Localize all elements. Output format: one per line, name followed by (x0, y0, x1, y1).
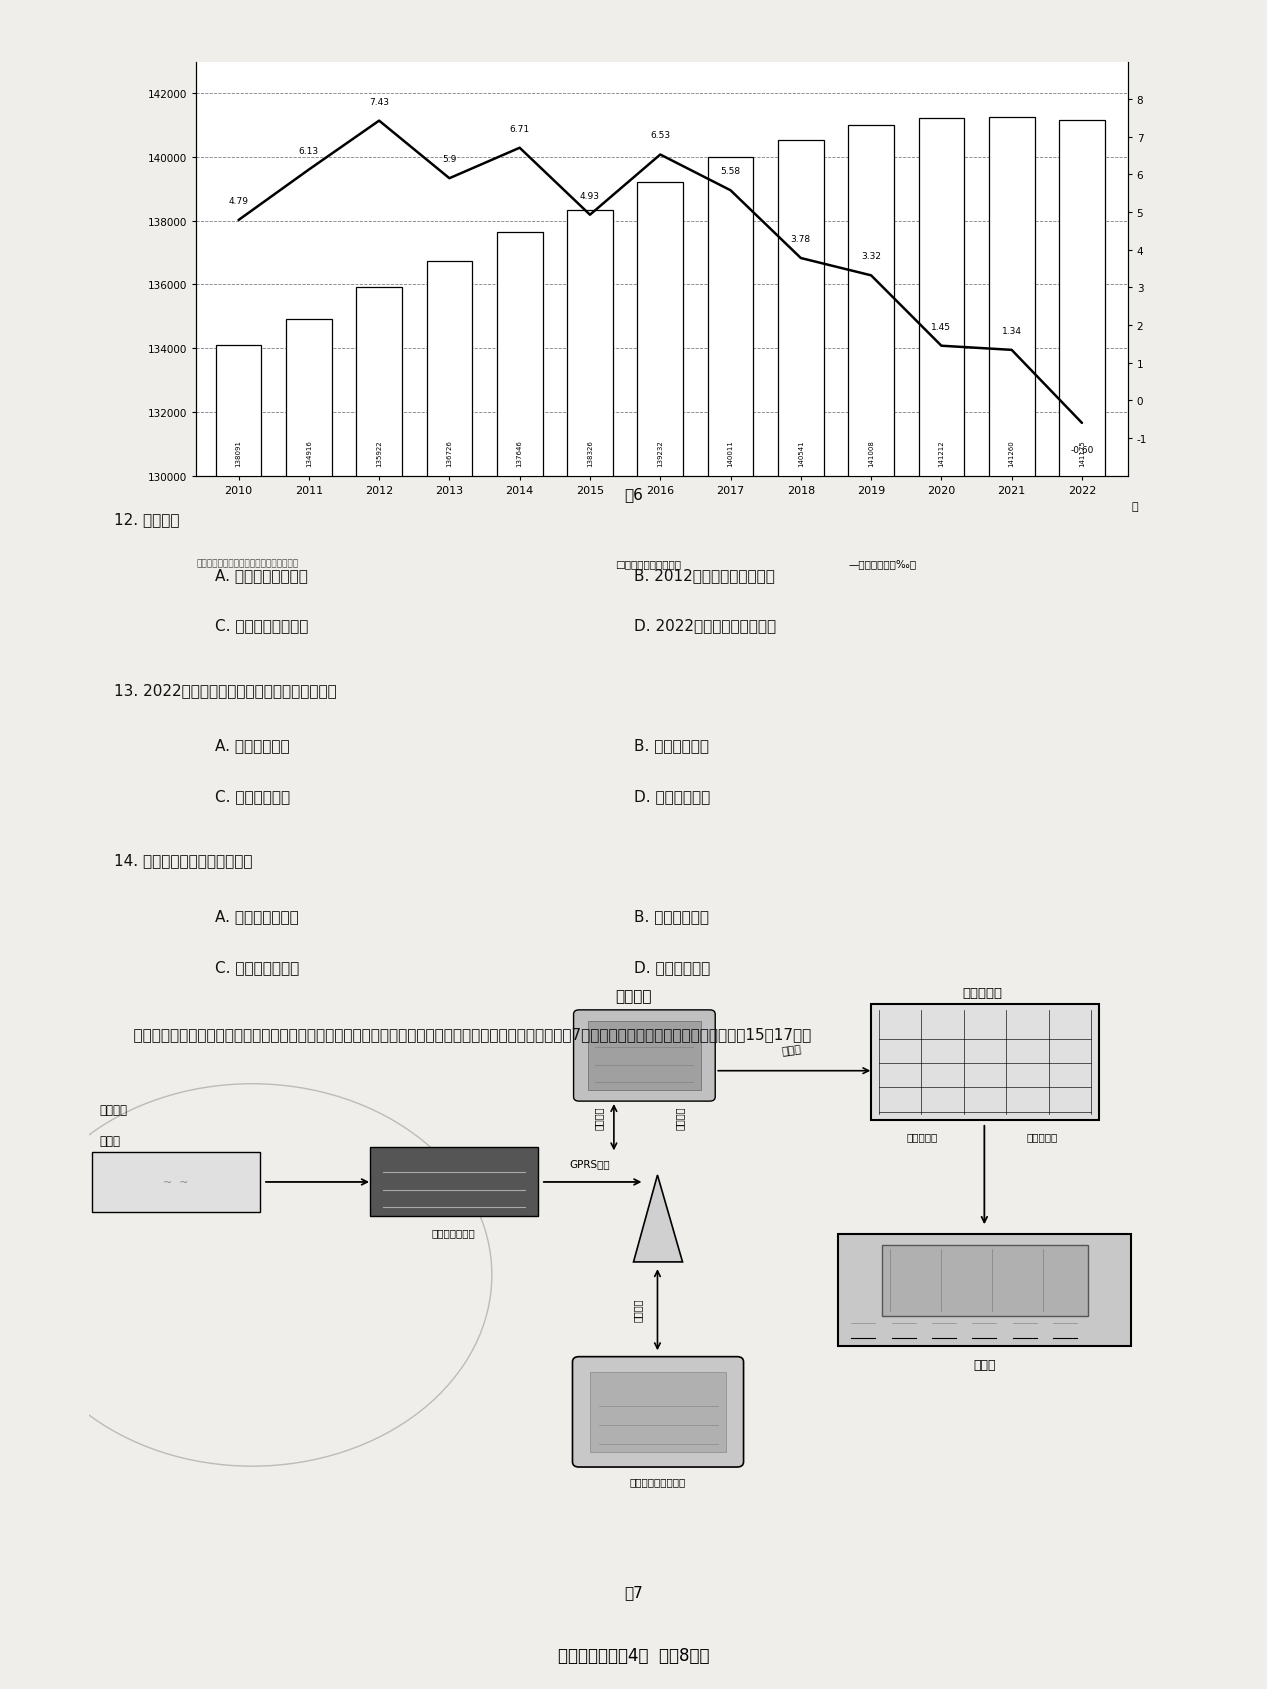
Text: -0.60: -0.60 (1071, 446, 1093, 456)
Text: 年: 年 (1131, 502, 1138, 512)
Text: B. 年龄结构优化: B. 年龄结构优化 (634, 909, 708, 924)
Text: 138091: 138091 (236, 439, 242, 466)
Text: 13. 2022年人口自然增长率为负値的主要原因是: 13. 2022年人口自然增长率为负値的主要原因是 (114, 682, 337, 698)
Text: D. 2022年人口性别比最合理: D. 2022年人口性别比最合理 (634, 618, 775, 633)
Polygon shape (634, 1176, 683, 1262)
Text: 141260: 141260 (1009, 441, 1015, 466)
Text: 12. 据图可知: 12. 据图可知 (114, 512, 180, 527)
Bar (497, 233, 542, 1689)
FancyBboxPatch shape (590, 1373, 726, 1453)
Text: 1.45: 1.45 (931, 323, 952, 331)
Bar (215, 346, 261, 1689)
Text: 134916: 134916 (305, 439, 312, 466)
FancyBboxPatch shape (573, 1356, 744, 1468)
Text: 137646: 137646 (517, 439, 523, 466)
Text: 3.78: 3.78 (791, 235, 811, 243)
Text: C. 育龄妇女减少: C. 育龄妇女减少 (215, 789, 290, 804)
Text: 图7: 图7 (625, 1584, 642, 1599)
Bar (1059, 120, 1105, 1689)
Text: 交互指令: 交互指令 (632, 1299, 642, 1322)
Text: 138326: 138326 (587, 439, 593, 466)
Text: 3.32: 3.32 (862, 252, 881, 262)
FancyBboxPatch shape (882, 1245, 1088, 1316)
Text: 增氧机: 增氧机 (973, 1358, 996, 1371)
Text: 数据交互: 数据交互 (594, 1106, 603, 1130)
Bar (849, 127, 895, 1689)
Text: 6.13: 6.13 (299, 147, 319, 155)
Bar (637, 182, 683, 1689)
Bar (988, 118, 1035, 1689)
Text: 采集器上传数据: 采集器上传数据 (432, 1228, 475, 1238)
Text: 启动增氧机: 启动增氧机 (907, 1132, 938, 1142)
Text: 140541: 140541 (798, 441, 803, 466)
Text: C. 环境承载力下降: C. 环境承载力下降 (215, 959, 299, 975)
Bar (778, 140, 824, 1689)
Bar (356, 287, 402, 1689)
Text: 4.79: 4.79 (228, 198, 248, 206)
Text: 高三地理试卷第4页  （共8页）: 高三地理试卷第4页 （共8页） (557, 1647, 710, 1664)
Text: 图6: 图6 (625, 486, 642, 502)
FancyBboxPatch shape (574, 1010, 715, 1101)
FancyBboxPatch shape (588, 1022, 701, 1089)
Text: 140011: 140011 (727, 439, 734, 466)
Text: 5.9: 5.9 (442, 155, 456, 164)
Text: 传感器: 传感器 (100, 1133, 120, 1147)
Text: 6.71: 6.71 (509, 125, 530, 133)
Bar (286, 319, 332, 1689)
Text: —自然增长率（‰）: —自然增长率（‰） (849, 559, 916, 569)
Text: 指令发出: 指令发出 (674, 1106, 684, 1130)
Text: □年末总人口（万人）: □年末总人口（万人） (616, 559, 682, 569)
Text: 135922: 135922 (376, 441, 383, 466)
Text: A. 兿老的负担加重: A. 兿老的负担加重 (215, 909, 299, 924)
Text: C. 出生率在持续下降: C. 出生率在持续下降 (215, 618, 309, 633)
Text: 5.58: 5.58 (721, 167, 741, 176)
Text: 1.34: 1.34 (1002, 326, 1021, 336)
Bar (427, 262, 473, 1689)
Text: 6.53: 6.53 (650, 132, 670, 140)
Text: 云主机: 云主机 (780, 1044, 802, 1056)
Text: 141212: 141212 (939, 441, 944, 466)
Bar (708, 157, 754, 1689)
Text: 4.93: 4.93 (580, 191, 601, 201)
Text: A. 人口政策转变: A. 人口政策转变 (215, 738, 290, 753)
FancyBboxPatch shape (370, 1147, 537, 1216)
FancyBboxPatch shape (92, 1152, 260, 1211)
Text: 关闭增氧机: 关闭增氧机 (1026, 1132, 1058, 1142)
Text: 141008: 141008 (868, 439, 874, 466)
Text: B. 兿老制度完善: B. 兿老制度完善 (634, 738, 708, 753)
Bar (568, 211, 613, 1689)
Text: 136726: 136726 (446, 439, 452, 466)
Bar (919, 120, 964, 1689)
Text: A. 人口总量持续增长: A. 人口总量持续增长 (215, 568, 308, 583)
Text: 139232: 139232 (658, 441, 663, 466)
Text: 增氧控制器: 增氧控制器 (962, 986, 1002, 1000)
Text: 南京市浦口区助力陕西省商洛市，立足当地生态资源优势，打造智慧水产养殖产业园项目，振兴乡村经济。图7为智慧水产养殖云平台示意图。据此回等15～17题。: 南京市浦口区助力陕西省商洛市，立足当地生态资源优势，打造智慧水产养殖产业园项目，… (114, 1027, 811, 1042)
Text: B. 2012年净增加人口数最多: B. 2012年净增加人口数最多 (634, 568, 774, 583)
Text: D. 就业岗位增多: D. 就业岗位增多 (634, 959, 710, 975)
Text: 14. 现阶段我国人口变化会导致: 14. 现阶段我国人口变化会导致 (114, 853, 252, 868)
Text: 水质监测: 水质监测 (100, 1103, 128, 1116)
Text: ~  ~: ~ ~ (163, 1177, 189, 1187)
FancyBboxPatch shape (839, 1235, 1131, 1346)
FancyBboxPatch shape (870, 1005, 1098, 1120)
Text: D. 婚育观念变化: D. 婚育观念变化 (634, 789, 710, 804)
Text: 手机客户端检测控制: 手机客户端检测控制 (630, 1476, 685, 1486)
Text: 7.43: 7.43 (369, 98, 389, 106)
Text: 141175: 141175 (1079, 441, 1085, 466)
Text: 数据来源：中国统计年鉴，不含港澳台数据: 数据来源：中国统计年鉴，不含港澳台数据 (196, 559, 299, 568)
Text: GPRS数据: GPRS数据 (570, 1159, 611, 1169)
Text: 系统平台: 系统平台 (616, 988, 651, 1003)
